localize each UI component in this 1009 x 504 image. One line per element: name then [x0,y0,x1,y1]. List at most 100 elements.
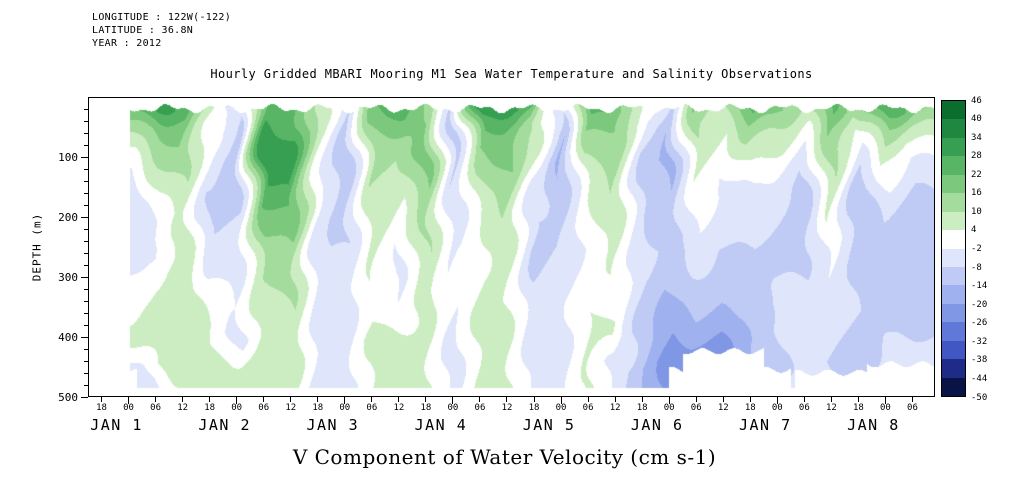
x-tick [749,397,751,402]
colorbar-tick-label: 10 [971,206,982,217]
x-day-label: JAN 7 [738,416,792,434]
colorbar-tick-label: -26 [971,318,988,329]
colorbar-tick-label: -14 [971,281,988,292]
y-tick-label: 500 [58,391,78,404]
colorbar-tick-label: -50 [971,392,988,403]
y-tick [81,276,88,278]
x-tick [911,397,913,402]
colorbar-segment [942,137,965,157]
y-minor-tick [84,252,88,254]
colorbar-segment [942,211,965,231]
x-hour-tick-label: 00 [555,403,567,413]
colorbar-segment [942,119,965,138]
colorbar-tick-label: -2 [971,244,982,254]
colorbar-tick-label: -32 [971,336,988,347]
colorbar-segment [942,303,965,323]
x-hour-tick-label: 12 [717,403,729,413]
x-tick [263,397,265,402]
x-hour-tick-label: 12 [501,403,513,413]
y-tick-label: 200 [58,211,78,224]
x-hour-tick-label: 18 [420,403,432,413]
y-minor-tick [84,384,88,386]
colorbar-segment [942,193,965,212]
x-hour-tick-label: 00 [771,403,783,413]
x-hour-tick-label: 12 [609,403,621,413]
x-tick [182,397,184,402]
colorbar-segment [942,101,965,120]
x-tick [398,397,400,402]
y-tick [81,156,88,158]
y-minor-tick [84,312,88,314]
x-hour-tick-label: 18 [744,403,756,413]
colorbar-tick-label: 16 [971,188,982,199]
y-minor-tick [84,324,88,326]
x-hour-tick-label: 06 [582,403,594,413]
x-hour-tick-label: 18 [528,403,540,413]
y-minor-tick [84,120,88,122]
x-hour-tick-label: 18 [852,403,864,413]
x-day-label: JAN 5 [522,416,576,434]
y-minor-tick [84,372,88,374]
colorbar-segment [942,174,965,194]
x-tick [425,397,427,402]
x-day-label: JAN 6 [630,416,684,434]
y-minor-tick [84,240,88,242]
x-tick [641,397,643,402]
x-hour-tick-label: 12 [393,403,405,413]
x-tick [587,397,589,402]
colorbar-tick-label: 46 [971,95,982,106]
heatmap-canvas [89,98,934,396]
colorbar-tick-label: 22 [971,169,982,180]
y-minor-tick [84,132,88,134]
y-minor-tick [84,180,88,182]
y-minor-tick [84,168,88,170]
x-hour-tick-label: 06 [690,403,702,413]
colorbar-tick-label: -8 [971,262,982,273]
x-axis-title: V Component of Water Velocity (cm s-1) [292,445,717,469]
colorbar-segment [942,285,965,304]
y-tick [81,336,88,338]
y-minor-tick [84,288,88,290]
colorbar-tick-label: 40 [971,114,982,125]
x-tick [614,397,616,402]
x-tick [209,397,211,402]
y-tick-label: 400 [58,331,78,344]
colorbar-tick-label: 34 [971,132,982,143]
x-hour-tick-label: 06 [798,403,810,413]
y-tick [81,216,88,218]
colorbar-segment [942,359,965,378]
x-hour-tick-label: 06 [907,403,918,413]
y-minor-tick [84,228,88,230]
x-hour-tick-label: 12 [285,403,297,413]
colorbar-tick-label: 28 [971,151,982,162]
x-day-label: JAN 3 [306,416,360,434]
plot-title: Hourly Gridded MBARI Mooring M1 Sea Wate… [210,67,813,81]
x-tick [155,397,157,402]
x-hour-tick-label: 18 [312,403,324,413]
y-minor-tick [84,108,88,110]
x-hour-tick-label: 00 [663,403,675,413]
y-minor-tick [84,144,88,146]
colorbar-segment [942,377,965,396]
x-hour-tick-label: 06 [366,403,378,413]
y-minor-tick [84,300,88,302]
x-tick [776,397,778,404]
x-hour-tick-label: 12 [825,403,837,413]
x-tick [290,397,292,402]
x-tick [371,397,373,402]
x-tick [803,397,805,402]
x-hour-tick-label: 18 [204,403,216,413]
colorbar-segment [942,156,965,175]
y-minor-tick [84,348,88,350]
x-hour-tick-label: 18 [636,403,648,413]
header-block: LONGITUDE : 122W(-122) LATITUDE : 36.8N … [92,11,231,50]
y-tick [81,396,88,398]
x-hour-tick-label: 00 [339,403,351,413]
x-tick [236,397,238,404]
x-tick [722,397,724,402]
colorbar-tick-label: -38 [971,355,988,366]
x-tick [560,397,562,404]
x-hour-tick-label: 00 [447,403,459,413]
x-tick [533,397,535,402]
